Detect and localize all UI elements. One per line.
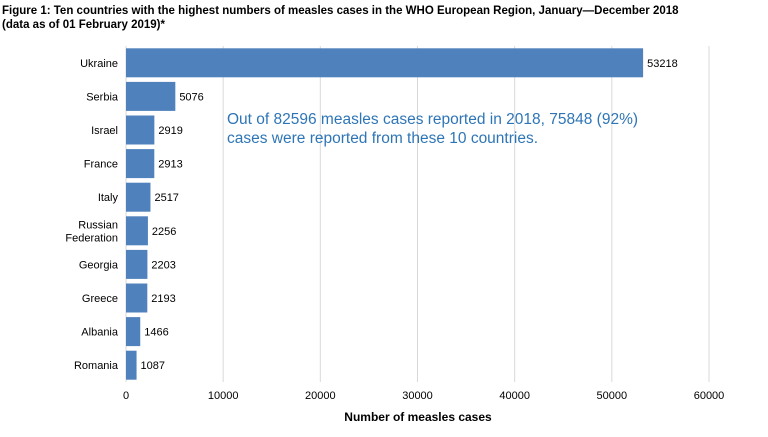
data-label: 1087 bbox=[141, 360, 165, 372]
data-label: 2919 bbox=[158, 125, 182, 137]
data-label: 2203 bbox=[151, 259, 175, 271]
chart-title: Figure 1: Ten countries with the highest… bbox=[2, 4, 762, 32]
x-tick-label: 50000 bbox=[597, 390, 628, 402]
x-tick-label: 60000 bbox=[694, 390, 725, 402]
chart-title-line-1: Figure 1: Ten countries with the highest… bbox=[2, 5, 679, 17]
category-label: Romania bbox=[74, 360, 119, 372]
annotation-text: Out of 82596 measles cases reported in 2… bbox=[227, 111, 642, 147]
x-tick-label: 20000 bbox=[305, 390, 336, 402]
bar bbox=[126, 216, 148, 246]
category-label: Israel bbox=[91, 125, 118, 137]
bar bbox=[126, 115, 155, 145]
bars bbox=[126, 48, 644, 380]
category-label: Italy bbox=[98, 192, 119, 204]
category-label: France bbox=[84, 159, 118, 171]
data-label: 2193 bbox=[151, 293, 175, 305]
bar bbox=[126, 81, 176, 111]
data-label: 2256 bbox=[152, 226, 176, 238]
data-label: 53218 bbox=[647, 58, 678, 70]
bar bbox=[126, 283, 148, 313]
data-label: 1466 bbox=[144, 327, 168, 339]
bar bbox=[126, 249, 148, 279]
x-tick-labels: 0 10000 20000 30000 40000 50000 60000 bbox=[123, 390, 724, 402]
gridlines bbox=[125, 46, 710, 382]
x-tick-label: 0 bbox=[123, 390, 129, 402]
x-axis-label: Number of measles cases bbox=[344, 410, 492, 424]
data-label: 2913 bbox=[158, 159, 182, 171]
x-tick-label: 30000 bbox=[402, 390, 433, 402]
category-label: Greece bbox=[82, 293, 118, 305]
x-tick-label: 40000 bbox=[499, 390, 530, 402]
data-labels: 53218 5076 2919 2913 2517 2256 2203 2193 1466 108… bbox=[141, 58, 678, 372]
bar bbox=[126, 48, 644, 78]
bar bbox=[126, 182, 151, 212]
category-label: Georgia bbox=[79, 259, 119, 271]
category-label: Serbia bbox=[86, 91, 119, 103]
chart-title-line-2: (data as of 01 February 2019)* bbox=[2, 19, 165, 31]
data-label: 5076 bbox=[179, 91, 203, 103]
annotation-line-1: Out of 82596 measles cases reported in 2… bbox=[227, 111, 638, 128]
data-label: 2517 bbox=[154, 192, 178, 204]
category-label: Ukraine bbox=[80, 58, 118, 70]
x-tick-label: 10000 bbox=[208, 390, 239, 402]
bar bbox=[126, 149, 155, 179]
bar bbox=[126, 317, 141, 347]
category-labels: Ukraine Serbia Israel France Italy Russian Fed… bbox=[65, 58, 118, 372]
category-label: Russian Federation bbox=[65, 219, 118, 244]
annotation-line-2: cases were reported from these 10 countr… bbox=[227, 130, 538, 147]
category-label: Albania bbox=[81, 327, 119, 339]
bar bbox=[126, 350, 137, 380]
